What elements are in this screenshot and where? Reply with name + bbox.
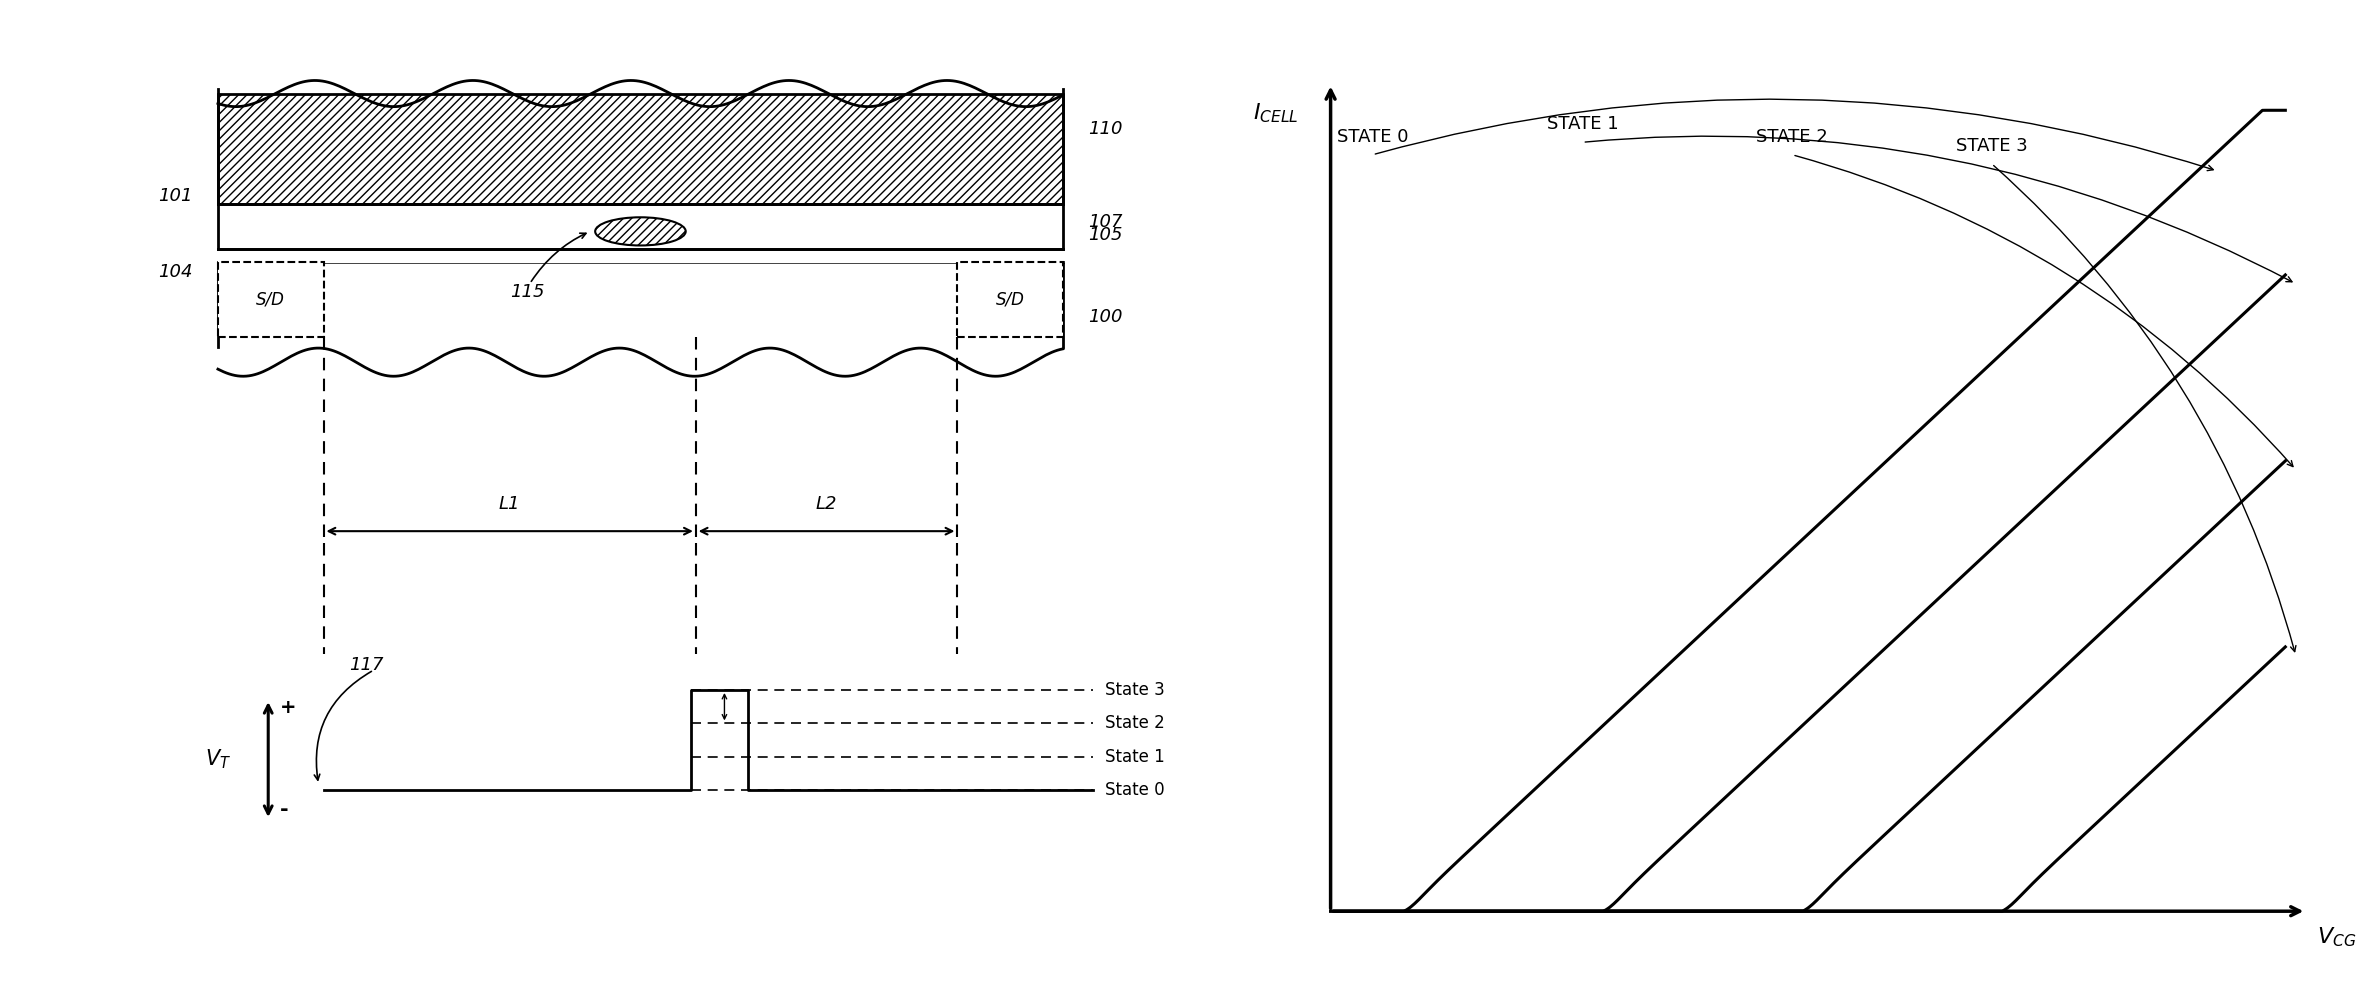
Text: S/D: S/D — [256, 291, 285, 308]
Text: 101: 101 — [159, 187, 192, 205]
Ellipse shape — [595, 217, 686, 245]
Text: STATE 3: STATE 3 — [1955, 137, 2028, 155]
Text: State 2: State 2 — [1105, 714, 1165, 732]
Text: $\mathit{I_{CELL}}$: $\mathit{I_{CELL}}$ — [1252, 102, 1300, 125]
Text: State 1: State 1 — [1105, 747, 1165, 766]
Text: $\mathit{V_{CG}}$: $\mathit{V_{CG}}$ — [2317, 926, 2355, 949]
Text: 110: 110 — [1089, 120, 1122, 138]
Bar — [218, 94, 1063, 204]
Text: 107: 107 — [1089, 213, 1122, 230]
Text: +: + — [280, 698, 296, 716]
Text: State 0: State 0 — [1105, 781, 1165, 799]
Text: STATE 0: STATE 0 — [1338, 128, 1409, 146]
Bar — [958, 262, 1063, 337]
Text: STATE 1: STATE 1 — [1547, 116, 1618, 134]
Text: -: - — [280, 800, 289, 820]
Text: 105: 105 — [1089, 226, 1122, 244]
Text: S/D: S/D — [996, 291, 1025, 308]
Text: 115: 115 — [510, 283, 543, 301]
Text: State 3: State 3 — [1105, 681, 1165, 699]
Text: 104: 104 — [159, 263, 192, 281]
Text: L1: L1 — [498, 495, 519, 513]
Text: 100: 100 — [1089, 308, 1122, 326]
Text: L2: L2 — [816, 495, 837, 513]
Bar — [218, 262, 323, 337]
Text: 117: 117 — [349, 656, 384, 674]
Text: STATE 2: STATE 2 — [1755, 128, 1829, 146]
Text: $\mathit{V_T}$: $\mathit{V_T}$ — [204, 747, 230, 772]
